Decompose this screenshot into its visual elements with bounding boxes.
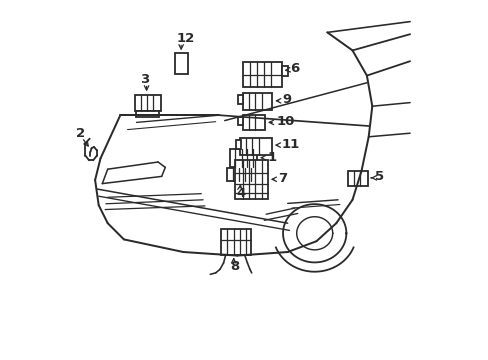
FancyBboxPatch shape [242, 93, 272, 110]
FancyBboxPatch shape [175, 53, 187, 74]
FancyBboxPatch shape [230, 149, 257, 167]
Text: 6: 6 [290, 62, 299, 75]
Text: 9: 9 [282, 93, 291, 106]
FancyBboxPatch shape [221, 229, 250, 255]
FancyBboxPatch shape [235, 140, 241, 149]
Text: 4: 4 [236, 187, 245, 200]
Text: 3: 3 [140, 73, 149, 86]
FancyBboxPatch shape [242, 62, 281, 87]
Text: 11: 11 [281, 138, 299, 150]
FancyBboxPatch shape [240, 138, 271, 155]
FancyBboxPatch shape [347, 171, 367, 186]
FancyBboxPatch shape [235, 160, 267, 199]
Text: 1: 1 [267, 151, 277, 164]
FancyBboxPatch shape [281, 66, 287, 76]
FancyBboxPatch shape [242, 115, 264, 130]
FancyBboxPatch shape [136, 111, 159, 117]
Text: 5: 5 [374, 170, 384, 183]
Text: 2: 2 [76, 127, 85, 140]
FancyBboxPatch shape [238, 95, 243, 104]
FancyBboxPatch shape [134, 95, 160, 111]
FancyBboxPatch shape [227, 168, 256, 181]
Text: 12: 12 [177, 32, 195, 45]
Text: 8: 8 [230, 260, 239, 273]
Text: 10: 10 [276, 115, 294, 128]
FancyBboxPatch shape [238, 117, 243, 125]
Text: 7: 7 [277, 172, 286, 185]
